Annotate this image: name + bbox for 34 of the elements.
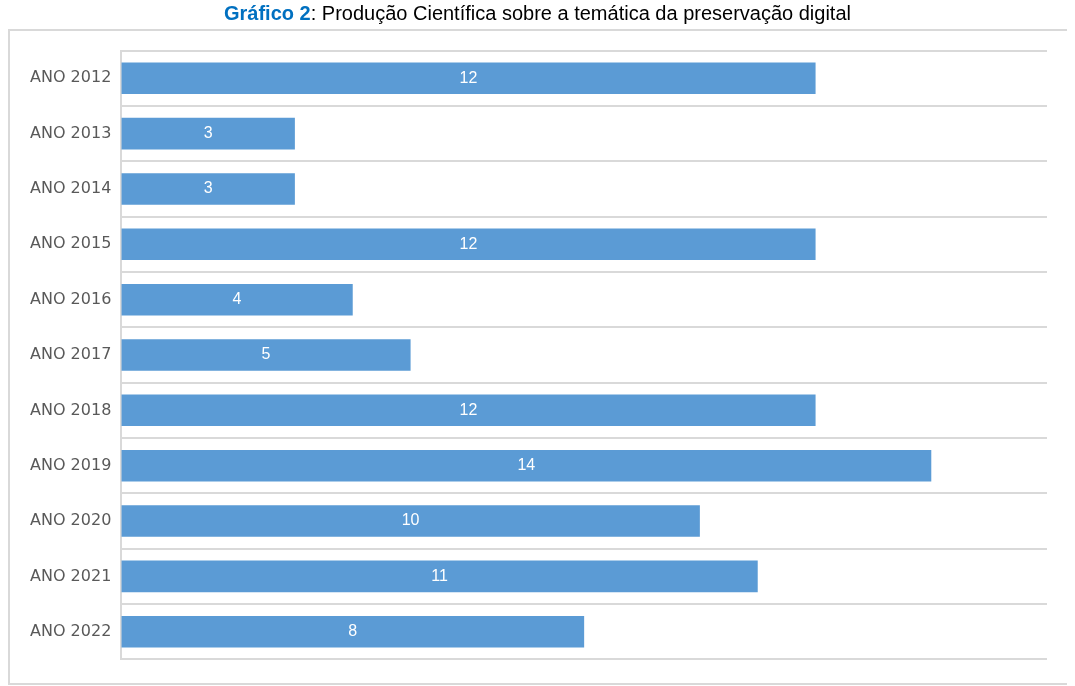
data-label: 5 [261,345,271,363]
bar [121,449,932,482]
y-tick-label: ANO 2014 [30,178,112,198]
y-tick-label: ANO 2017 [30,344,112,364]
y-tick-label: ANO 2016 [30,288,112,308]
y-tick-label: ANO 2013 [30,122,112,142]
y-tick-label: ANO 2019 [30,454,112,474]
bar [121,117,295,150]
y-tick-label: ANO 2022 [30,620,112,640]
data-label: 4 [232,290,242,308]
data-label: 14 [517,456,536,474]
data-label: 3 [203,179,213,197]
bar [121,228,816,261]
y-tick-label: ANO 2015 [30,233,112,253]
y-tick-label: ANO 2020 [30,510,112,530]
bar [121,339,411,371]
bar [121,173,295,205]
bar [121,62,816,95]
data-label: 11 [431,566,448,584]
data-label: 8 [348,622,358,640]
bar [121,615,585,648]
data-label: 10 [401,511,420,529]
data-label: 12 [459,68,478,86]
y-tick-label: ANO 2021 [30,565,112,585]
bar [121,560,758,593]
y-tick-label: ANO 2012 [30,67,112,87]
chart-title: Gráfico 2: Produção Científica sobre a temática da preservação digital [224,2,851,24]
data-label: 12 [459,400,478,418]
bar [121,283,353,316]
bar [121,394,816,427]
data-label: 12 [459,234,478,252]
data-label: 3 [203,124,213,142]
bar [121,505,700,537]
y-tick-label: ANO 2018 [30,399,112,419]
